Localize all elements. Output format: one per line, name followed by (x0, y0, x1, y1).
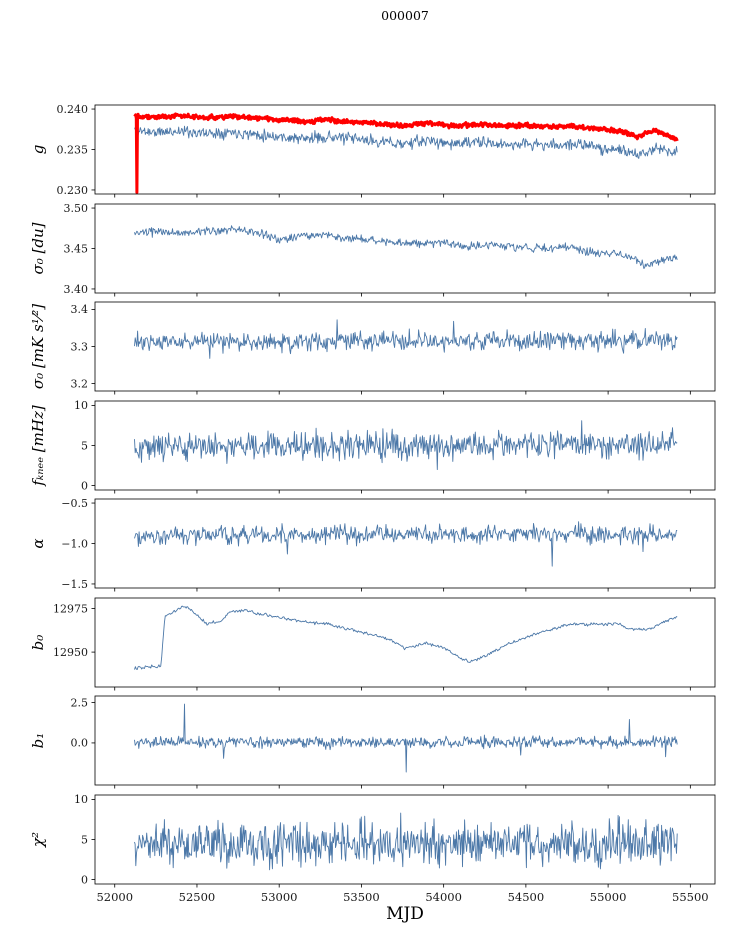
panel-chi2: 0 5 10 52000 52500 53000 53500 54000 54500 55000 5… (29, 793, 716, 904)
y-tick-label: 0.235 (57, 143, 89, 156)
y-axis-label-sigma0-mk: σ₀ [mK s¹⁄²] (29, 304, 47, 389)
chart-title: 000007 (381, 8, 429, 23)
y-tick-label: 12950 (53, 645, 88, 658)
y-tick-label: 3.4 (71, 303, 89, 316)
y-tick-label: 0.0 (71, 737, 89, 750)
panel-b1: 0.0 2.5 b₁ (29, 695, 716, 789)
y-axis-label-sigma0-du: σ₀ [du] (29, 222, 47, 274)
x-tick-label: 53000 (261, 890, 298, 904)
y-tick-label: 3.45 (64, 242, 89, 255)
panel-sigma0-mk: 3.2 3.3 3.4 σ₀ [mK s¹⁄²] (29, 301, 716, 395)
y-tick-label: 5 (81, 833, 88, 846)
y-axis-label-g: g (29, 145, 47, 155)
y-axis-label-b1: b₁ (29, 733, 47, 749)
axes-frame (94, 203, 716, 293)
y-axis-label-b0: b₀ (29, 634, 47, 650)
x-tick-label: 53500 (343, 890, 380, 904)
x-axis-label: MJD (386, 904, 424, 924)
series-fknee (134, 419, 678, 470)
series-b1 (134, 703, 678, 773)
x-tick-label: 52000 (96, 890, 133, 904)
series-g-red (133, 112, 679, 194)
y-tick-label: 5 (81, 439, 88, 452)
panel-sigma0-du: 3.40 3.45 3.50 σ₀ [du] (29, 201, 716, 296)
y-axis-label-alpha: α (29, 538, 47, 548)
panel-alpha: −1.5 −1.0 −0.5 α (29, 497, 716, 592)
series-b0 (134, 605, 678, 670)
y-tick-label: −1.0 (61, 537, 88, 550)
y-tick-label: 10 (74, 793, 88, 806)
x-tick-label: 54000 (425, 890, 462, 904)
y-tick-label: 0 (81, 479, 88, 492)
y-tick-label: −0.5 (61, 497, 88, 510)
y-tick-label: 12975 (53, 602, 88, 615)
axes-frame (94, 597, 716, 687)
y-axis-label-chi2: χ² (29, 831, 47, 847)
panel-fknee: 0 5 10 fₖₙₑₑ [mHz] (29, 399, 716, 493)
series-alpha (134, 521, 678, 567)
y-tick-label: 3.2 (71, 377, 89, 390)
series-sigma0-du (134, 224, 678, 269)
axes-frame (94, 104, 716, 195)
y-tick-label: 3.3 (71, 340, 89, 353)
x-tick-label: 55000 (590, 890, 627, 904)
axes-frame (94, 498, 716, 589)
series-g-blue (134, 125, 678, 159)
series-chi2 (134, 812, 678, 870)
y-tick-label: −1.5 (61, 578, 88, 591)
y-axis-label-fknee: fₖₙₑₑ [mHz] (29, 405, 47, 487)
axes-frame (94, 695, 716, 786)
panel-b0: 12950 12975 b₀ (29, 597, 716, 690)
y-tick-label: 0 (81, 873, 88, 886)
x-tick-label: 54500 (508, 890, 545, 904)
y-tick-label: 0.240 (57, 103, 89, 116)
y-tick-label: 3.40 (64, 282, 89, 295)
y-tick-label: 2.5 (71, 696, 89, 709)
x-tick-label: 55500 (672, 890, 709, 904)
y-tick-label: 10 (74, 399, 88, 412)
series-sigma0-mk (134, 319, 678, 359)
panel-g: 0.230 0.235 0.240 g (29, 103, 716, 198)
y-tick-label: 0.230 (57, 184, 89, 197)
y-tick-label: 3.50 (64, 201, 89, 214)
x-tick-label: 52500 (179, 890, 216, 904)
